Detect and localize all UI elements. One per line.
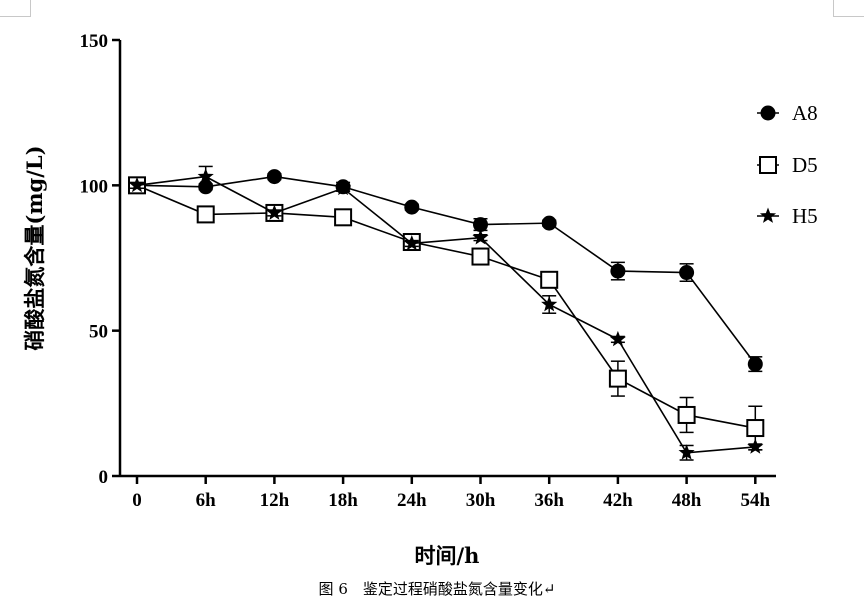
data-point-h5 xyxy=(747,438,764,454)
data-point-a8 xyxy=(541,215,557,231)
x-tick-label: 6h xyxy=(196,490,217,511)
legend-label: H5 xyxy=(792,204,818,228)
page-corner-mark-left xyxy=(0,0,31,17)
data-point-a8 xyxy=(473,217,488,233)
x-tick-label: 18h xyxy=(328,490,358,511)
chart-axes xyxy=(118,40,776,478)
chart-legend: A8 D5 H5 xyxy=(757,101,818,228)
series-h5 xyxy=(128,165,764,461)
legend-item-d5: D5 xyxy=(757,153,818,177)
x-axis-title: 时间/h xyxy=(415,543,480,568)
data-point-a8 xyxy=(747,356,763,372)
figure-caption: 图 6 鉴定过程硝酸盐氮含量变化↵ xyxy=(319,580,556,598)
chart-series xyxy=(128,165,765,461)
y-axis-ticks: 0 50 100 150 xyxy=(80,31,120,488)
x-tick-label: 42h xyxy=(603,490,633,511)
data-point-h5 xyxy=(128,176,146,193)
y-tick-label: 0 xyxy=(99,467,109,488)
data-point-h5 xyxy=(472,229,489,245)
y-axis-title: 硝酸盐氮含量(mg/L) xyxy=(22,145,47,350)
data-point-d5 xyxy=(677,405,696,424)
legend-marker-h5 xyxy=(759,207,777,223)
x-tick-label: 24h xyxy=(397,490,427,511)
data-point-a8 xyxy=(679,265,695,281)
series-line-a8 xyxy=(136,175,756,365)
x-tick-label: 36h xyxy=(534,490,564,511)
y-tick-label: 50 xyxy=(89,322,108,343)
x-tick-label: 12h xyxy=(260,490,290,511)
data-point-a8 xyxy=(610,263,626,279)
legend-marker-d5 xyxy=(759,156,777,174)
legend-marker-a8 xyxy=(760,105,776,121)
x-tick-label: 0 xyxy=(132,490,142,511)
series-line-d5 xyxy=(136,184,756,429)
legend-item-a8: A8 xyxy=(757,101,818,125)
x-axis-ticks: 0 6h 12h 18h 24h 30h 36h 42h 48h 54h xyxy=(132,476,771,511)
y-tick-label: 100 xyxy=(80,176,109,197)
data-point-d5 xyxy=(540,270,559,289)
data-point-h5 xyxy=(541,296,558,312)
x-tick-label: 48h xyxy=(672,490,702,511)
legend-label: D5 xyxy=(792,153,818,177)
legend-item-h5: H5 xyxy=(757,204,818,228)
data-point-a8 xyxy=(266,169,282,185)
data-point-d5 xyxy=(608,369,627,388)
series-d5 xyxy=(128,176,765,451)
data-point-d5 xyxy=(196,205,215,224)
data-point-h5 xyxy=(403,234,420,251)
data-point-d5 xyxy=(471,247,490,266)
page-corner-mark-right xyxy=(833,0,864,17)
data-point-d5 xyxy=(334,208,353,227)
series-line-h5 xyxy=(136,175,756,454)
data-point-d5 xyxy=(746,419,765,438)
data-point-h5 xyxy=(266,204,283,220)
data-point-h5 xyxy=(197,168,214,184)
y-tick-label: 150 xyxy=(80,31,109,52)
data-point-a8 xyxy=(404,199,420,215)
data-point-h5 xyxy=(678,444,695,460)
series-a8 xyxy=(129,169,763,373)
x-tick-label: 30h xyxy=(466,490,496,511)
legend-label: A8 xyxy=(792,101,818,125)
data-point-h5 xyxy=(335,179,352,196)
data-point-h5 xyxy=(609,330,626,347)
x-tick-label: 54h xyxy=(741,490,771,511)
